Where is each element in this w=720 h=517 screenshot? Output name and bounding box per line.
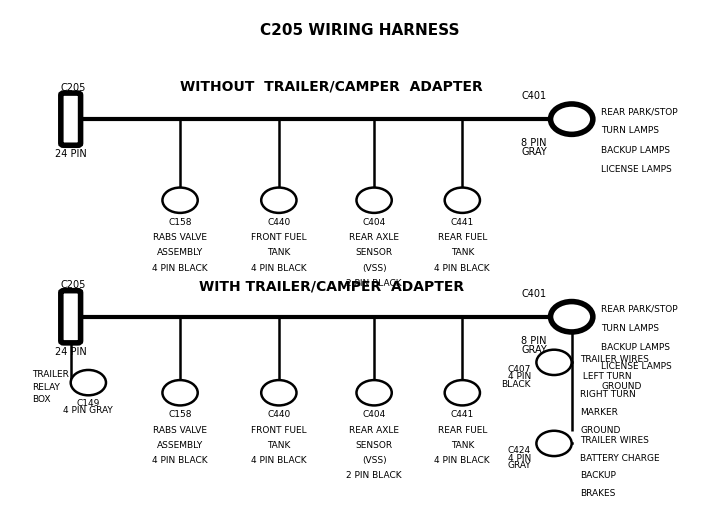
Text: 4 PIN BLACK: 4 PIN BLACK — [152, 264, 208, 272]
Text: 4 PIN BLACK: 4 PIN BLACK — [434, 264, 490, 272]
Circle shape — [261, 380, 297, 405]
Text: LICENSE LAMPS: LICENSE LAMPS — [601, 362, 672, 371]
Text: BATTERY CHARGE: BATTERY CHARGE — [580, 453, 660, 463]
Text: GRAY: GRAY — [507, 461, 531, 470]
Text: RABS VALVE: RABS VALVE — [153, 233, 207, 242]
Text: BRAKES: BRAKES — [580, 489, 616, 498]
Text: SENSOR: SENSOR — [356, 248, 392, 257]
Text: REAR PARK/STOP: REAR PARK/STOP — [601, 305, 678, 314]
Text: LEFT TURN: LEFT TURN — [580, 372, 631, 382]
Text: FRONT FUEL: FRONT FUEL — [251, 233, 307, 242]
Text: 4 PIN GRAY: 4 PIN GRAY — [63, 406, 113, 416]
Text: C440: C440 — [267, 218, 290, 227]
Text: ASSEMBLY: ASSEMBLY — [157, 441, 203, 450]
Text: 4 PIN BLACK: 4 PIN BLACK — [251, 456, 307, 465]
Text: (VSS): (VSS) — [361, 456, 387, 465]
Circle shape — [261, 188, 297, 213]
Text: TANK: TANK — [451, 248, 474, 257]
Text: GRAY: GRAY — [521, 345, 547, 355]
Text: TANK: TANK — [451, 441, 474, 450]
Circle shape — [445, 380, 480, 405]
Text: C158: C158 — [168, 410, 192, 419]
Text: RELAY: RELAY — [32, 383, 60, 392]
Circle shape — [163, 188, 198, 213]
Text: ASSEMBLY: ASSEMBLY — [157, 248, 203, 257]
FancyBboxPatch shape — [60, 93, 81, 145]
Text: C401: C401 — [522, 289, 547, 299]
Text: WITH TRAILER/CAMPER  ADAPTER: WITH TRAILER/CAMPER ADAPTER — [199, 279, 464, 293]
Circle shape — [536, 349, 572, 375]
Text: TRAILER WIRES: TRAILER WIRES — [580, 355, 649, 364]
Circle shape — [356, 188, 392, 213]
Text: LICENSE LAMPS: LICENSE LAMPS — [601, 165, 672, 174]
Text: REAR PARK/STOP: REAR PARK/STOP — [601, 107, 678, 116]
Text: TURN LAMPS: TURN LAMPS — [601, 126, 660, 135]
Text: BACKUP LAMPS: BACKUP LAMPS — [601, 145, 670, 155]
Text: C205: C205 — [60, 83, 86, 93]
Text: C440: C440 — [267, 410, 290, 419]
Text: TURN LAMPS: TURN LAMPS — [601, 324, 660, 333]
Text: TANK: TANK — [267, 441, 291, 450]
Circle shape — [71, 370, 106, 396]
Text: 2 PIN BLACK: 2 PIN BLACK — [346, 279, 402, 288]
Text: 4 PIN BLACK: 4 PIN BLACK — [152, 456, 208, 465]
Text: 4 PIN BLACK: 4 PIN BLACK — [434, 456, 490, 465]
Text: SENSOR: SENSOR — [356, 441, 392, 450]
Circle shape — [163, 380, 198, 405]
Text: RIGHT TURN: RIGHT TURN — [580, 390, 636, 399]
Text: (VSS): (VSS) — [361, 264, 387, 272]
Text: REAR FUEL: REAR FUEL — [438, 425, 487, 435]
Text: GRAY: GRAY — [521, 147, 547, 157]
Circle shape — [551, 104, 593, 134]
Circle shape — [536, 431, 572, 456]
Text: WITHOUT  TRAILER/CAMPER  ADAPTER: WITHOUT TRAILER/CAMPER ADAPTER — [181, 79, 483, 93]
Text: 8 PIN: 8 PIN — [521, 336, 547, 346]
Text: TRAILER WIRES: TRAILER WIRES — [580, 436, 649, 445]
Text: GROUND: GROUND — [601, 382, 642, 391]
Text: BACKUP LAMPS: BACKUP LAMPS — [601, 343, 670, 352]
Text: 24 PIN: 24 PIN — [55, 347, 86, 357]
Circle shape — [356, 380, 392, 405]
Text: BACKUP: BACKUP — [580, 472, 616, 480]
Text: REAR AXLE: REAR AXLE — [349, 425, 399, 435]
Text: REAR FUEL: REAR FUEL — [438, 233, 487, 242]
Text: TANK: TANK — [267, 248, 291, 257]
Text: 24 PIN: 24 PIN — [55, 149, 86, 159]
Text: 2 PIN BLACK: 2 PIN BLACK — [346, 472, 402, 480]
Text: BLACK: BLACK — [501, 380, 531, 389]
Text: 4 PIN BLACK: 4 PIN BLACK — [251, 264, 307, 272]
Circle shape — [445, 188, 480, 213]
Text: FRONT FUEL: FRONT FUEL — [251, 425, 307, 435]
Text: C404: C404 — [362, 410, 386, 419]
Text: REAR AXLE: REAR AXLE — [349, 233, 399, 242]
Text: C441: C441 — [451, 218, 474, 227]
Circle shape — [551, 301, 593, 332]
Text: TRAILER: TRAILER — [32, 370, 69, 379]
Text: C205 WIRING HARNESS: C205 WIRING HARNESS — [260, 23, 460, 38]
Text: C407: C407 — [508, 365, 531, 374]
Text: C401: C401 — [522, 92, 547, 101]
Text: C424: C424 — [508, 446, 531, 455]
Text: 8 PIN: 8 PIN — [521, 139, 547, 148]
Text: 4 PIN: 4 PIN — [508, 372, 531, 382]
Text: C158: C158 — [168, 218, 192, 227]
Text: MARKER: MARKER — [580, 408, 618, 417]
Text: GROUND: GROUND — [580, 425, 621, 435]
FancyBboxPatch shape — [60, 291, 81, 343]
Text: RABS VALVE: RABS VALVE — [153, 425, 207, 435]
Text: C441: C441 — [451, 410, 474, 419]
Text: 4 PIN: 4 PIN — [508, 453, 531, 463]
Text: BOX: BOX — [32, 396, 50, 404]
Text: C149: C149 — [76, 399, 100, 408]
Text: C205: C205 — [60, 280, 86, 290]
Text: C404: C404 — [362, 218, 386, 227]
